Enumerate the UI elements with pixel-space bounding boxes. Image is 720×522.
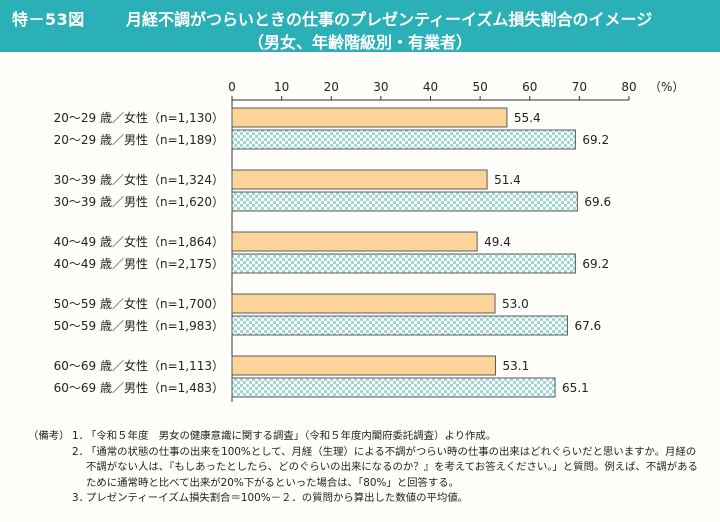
value-label-female: 53.0 xyxy=(502,297,529,311)
value-label-male: 67.6 xyxy=(574,319,601,333)
bar-chart: 0 10 20 30 40 50 60 70 80 （%） 20～29 歳／女性（n=1,130）… xyxy=(54,80,684,402)
value-label-male: 65.1 xyxy=(562,381,589,395)
value-label-female: 49.4 xyxy=(484,235,511,249)
bar-layer xyxy=(231,107,578,398)
x-tick-label: 10 xyxy=(274,80,289,94)
category-label-male: 60～69 歳／男性（n=1,483） xyxy=(54,381,224,395)
bar-female xyxy=(231,355,497,376)
value-label-female: 53.1 xyxy=(503,359,530,373)
note-1-number: 1． xyxy=(72,430,90,442)
bar-male xyxy=(231,191,578,212)
bar-female xyxy=(231,293,496,314)
note-1-text: 「令和５年度 男女の健康意識に関する調査」（令和５年度内閣府委託調査）より作成。 xyxy=(86,430,497,442)
bar-male xyxy=(231,377,556,398)
note-2-number: 2． xyxy=(72,445,90,458)
bar-female xyxy=(231,231,478,252)
x-tick-label: 20 xyxy=(324,80,339,94)
value-label-male: 69.2 xyxy=(582,257,609,271)
category-label-male: 50～59 歳／男性（n=1,983） xyxy=(54,319,224,333)
x-tick-label: 80 xyxy=(621,80,636,94)
bar-female xyxy=(231,107,508,128)
value-label-female: 51.4 xyxy=(494,173,521,187)
label-layer: 20～29 歳／女性（n=1,130） 20～29 歳／男性（n=1,189） 55… xyxy=(54,110,611,395)
category-label-female: 60～69 歳／女性（n=1,113） xyxy=(54,358,224,373)
category-label-female: 30～39 歳／女性（n=1,324） xyxy=(54,172,224,187)
axis-layer: 0 10 20 30 40 50 60 70 80 （%） xyxy=(228,80,684,402)
figure-subtitle: （男女、年齢階級別・有業者） xyxy=(247,33,472,52)
note-3-number: 3． xyxy=(72,492,90,505)
bar-male xyxy=(231,129,576,150)
note-2: 2． 「通常の状態の仕事の出来を100%として、月経（生理）による不調がつらい時… xyxy=(28,445,708,492)
x-tick-label: 70 xyxy=(572,80,587,94)
note-3: 3． プレゼンティーイズム損失割合＝100%－２．の質問から算出した数値の平均値… xyxy=(28,491,708,507)
figure-title: 月経不調がつらいときの仕事のプレゼンティーイズム損失割合のイメージ xyxy=(126,10,653,29)
bar-female xyxy=(231,169,488,190)
value-label-female: 55.4 xyxy=(514,111,541,125)
x-tick-label: 40 xyxy=(423,80,438,94)
notes-section: （備考） 1． 「令和５年度 男女の健康意識に関する調査」（令和５年度内閣府委託… xyxy=(28,429,708,507)
value-label-male: 69.2 xyxy=(582,133,609,147)
x-tick-label: 30 xyxy=(373,80,388,94)
figure-number: 特－53図 xyxy=(12,10,85,29)
figure-header: 特－53図 月経不調がつらいときの仕事のプレゼンティーイズム損失割合のイメージ … xyxy=(0,0,720,52)
bar-male xyxy=(231,315,568,336)
value-label-male: 69.6 xyxy=(584,195,611,209)
category-label-female: 20～29 歳／女性（n=1,130） xyxy=(54,110,224,125)
category-label-female: 50～59 歳／女性（n=1,700） xyxy=(54,296,224,311)
category-label-female: 40～49 歳／女性（n=1,864） xyxy=(54,234,224,249)
notes-tag: （備考） xyxy=(28,430,70,442)
category-label-male: 20～29 歳／男性（n=1,189） xyxy=(54,133,224,147)
bar-male xyxy=(231,253,576,274)
category-label-male: 40～49 歳／男性（n=2,175） xyxy=(54,257,224,271)
category-label-male: 30～39 歳／男性（n=1,620） xyxy=(54,195,224,209)
x-tick-label: 60 xyxy=(522,80,537,94)
x-axis-unit: （%） xyxy=(649,80,684,94)
x-tick-label: 0 xyxy=(228,80,236,94)
note-3-text: プレゼンティーイズム損失割合＝100%－２．の質問から算出した数値の平均値。 xyxy=(86,492,469,505)
note-1: （備考） 1． 「令和５年度 男女の健康意識に関する調査」（令和５年度内閣府委託… xyxy=(28,429,708,445)
note-2-text: 「通常の状態の仕事の出来を100%として、月経（生理）による不調がつらい時の仕事… xyxy=(86,445,698,489)
x-tick-label: 50 xyxy=(472,80,487,94)
